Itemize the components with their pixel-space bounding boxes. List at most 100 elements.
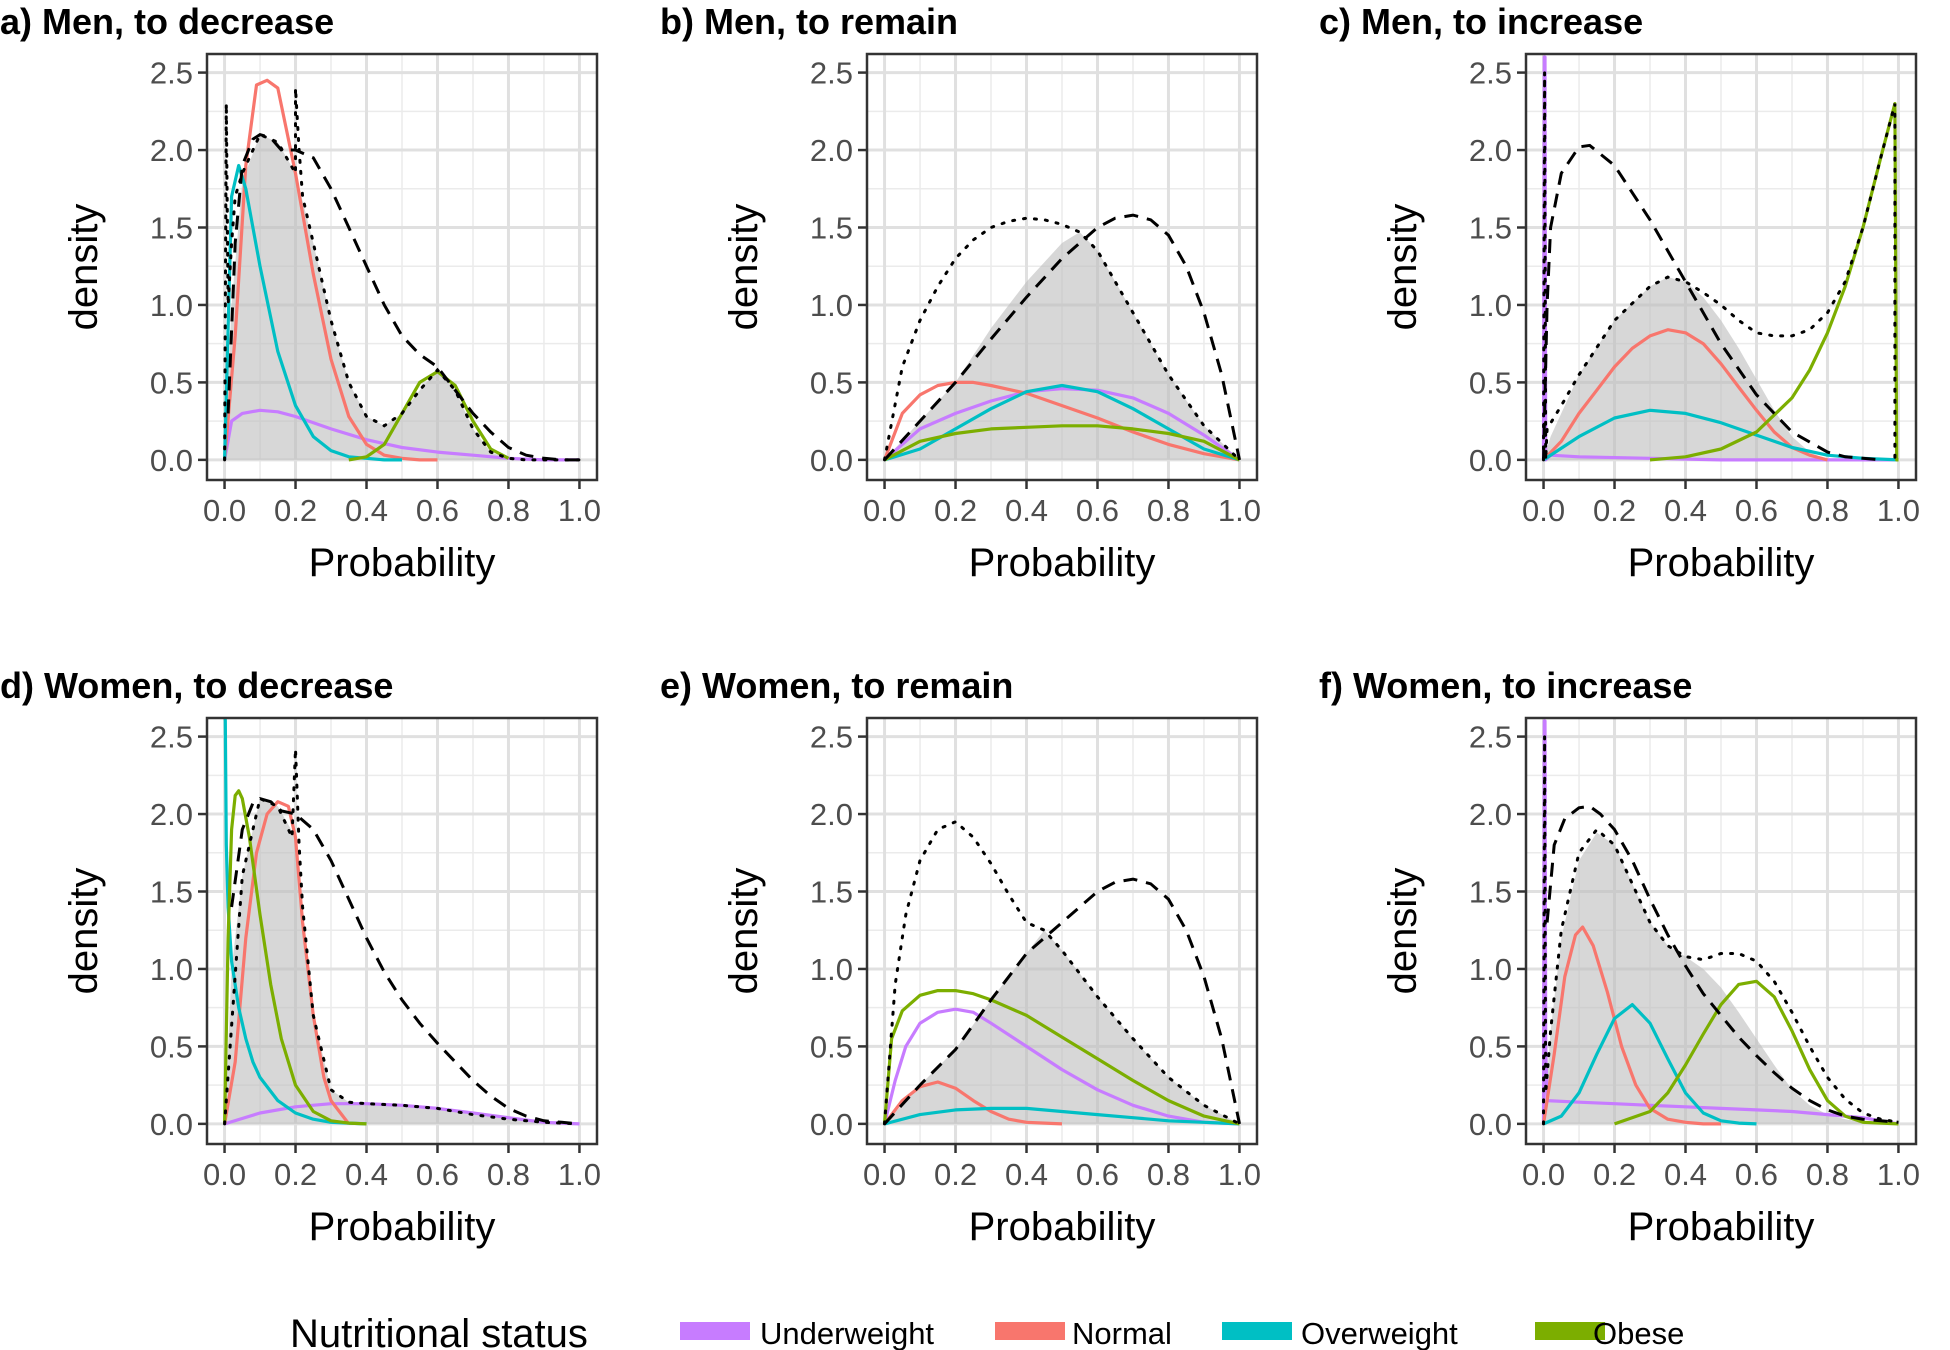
series-line-underweight (224, 1102, 580, 1126)
y-tick-label: 0.5 (150, 365, 193, 400)
y-tick-label: 2.0 (150, 797, 193, 832)
panel-border (1524, 716, 1918, 1146)
x-axis-title: Probability (309, 1205, 496, 1249)
y-axis-title: density (722, 868, 766, 995)
legend-key-obese (1535, 1322, 1605, 1340)
series-line-underweight (1541, 719, 1899, 1126)
y-tick-label: 2.5 (1469, 720, 1512, 755)
x-tick-label: 0.0 (203, 1157, 246, 1192)
panel-border (205, 52, 599, 482)
legend-label-normal: Normal (1072, 1316, 1172, 1350)
panel-border (205, 716, 599, 1146)
plot-area (883, 213, 1241, 462)
plot-area (882, 820, 1241, 1126)
x-axis-title: Probability (969, 541, 1156, 585)
x-tick-label: 0.0 (1522, 1157, 1565, 1192)
panel-border (865, 716, 1259, 1146)
y-tick-label: 2.5 (1469, 56, 1512, 91)
dashed-density-line (226, 132, 580, 462)
x-tick-label: 0.4 (1005, 1157, 1048, 1192)
legend-item-underweight: Underweight (680, 1316, 934, 1350)
series-line-normal (223, 78, 438, 462)
series-line-normal (223, 800, 351, 1125)
y-tick-label: 2.5 (150, 56, 193, 91)
x-tick-label: 0.2 (274, 1157, 317, 1192)
panel-4: d) Women, to decrease 0.0 0.2 0.4 0.6 0.8 1.0 0… (0, 665, 601, 1249)
x-axis-title: Probability (1628, 1205, 1815, 1249)
legend-label-obese: Obese (1593, 1316, 1684, 1350)
y-tick-label: 0.0 (810, 1107, 853, 1142)
y-tick-label: 0.0 (1469, 443, 1512, 478)
plot-area (223, 78, 581, 462)
x-tick-label: 0.8 (487, 1157, 530, 1192)
panel-6: f) Women, to increase 0.0 0.2 0.4 0.6 0.8 1.0 0… (1319, 665, 1920, 1249)
panel-title: a) Men, to decrease (0, 1, 334, 42)
y-tick-label: 1.0 (150, 288, 193, 323)
x-tick-label: 0.8 (487, 493, 530, 528)
dotted-density-line (883, 216, 1241, 462)
dashed-density-line (883, 877, 1241, 1125)
x-tick-label: 0.4 (345, 1157, 388, 1192)
panel-title: e) Women, to remain (660, 665, 1013, 706)
y-tick-label: 0.0 (810, 443, 853, 478)
x-tick-label: 0.4 (345, 493, 388, 528)
shaded-density-area (884, 930, 1240, 1124)
y-axis-title: density (1381, 868, 1425, 995)
x-tick-label: 0.0 (1522, 493, 1565, 528)
x-tick-label: 0.8 (1806, 1157, 1849, 1192)
y-tick-label: 2.5 (810, 720, 853, 755)
y-tick-label: 1.5 (810, 874, 853, 909)
x-tick-label: 0.8 (1147, 493, 1190, 528)
plot-area (1541, 719, 1900, 1126)
y-tick-label: 0.5 (1469, 365, 1512, 400)
y-axis-title: density (62, 868, 106, 995)
plot-area (1541, 55, 1900, 462)
y-tick-label: 1.5 (1469, 210, 1512, 245)
y-tick-label: 1.0 (810, 288, 853, 323)
panel-5: e) Women, to remain 0.0 0.2 0.4 0.6 0.8 1.0 0.0… (660, 665, 1261, 1249)
series-line-overweight (884, 1106, 1240, 1126)
dashed-density-line (1542, 143, 1881, 462)
y-tick-label: 2.0 (1469, 133, 1512, 168)
y-axis-title: density (62, 204, 106, 331)
dotted-density-line (1542, 72, 1900, 462)
y-tick-label: 0.0 (150, 1107, 193, 1142)
y-axis-title: density (1381, 204, 1425, 331)
y-tick-label: 2.5 (150, 720, 193, 755)
x-tick-label: 0.6 (416, 493, 459, 528)
shaded-density-area (1543, 832, 1899, 1124)
y-tick-label: 2.0 (1469, 797, 1512, 832)
x-tick-label: 0.6 (1735, 1157, 1778, 1192)
shaded-density-area (224, 798, 580, 1124)
legend-key-overweight (1222, 1322, 1292, 1340)
x-tick-label: 0.6 (1076, 1157, 1119, 1192)
y-tick-label: 2.0 (810, 797, 853, 832)
legend-items: Underweight Normal Overweight Obese (680, 1316, 1684, 1350)
x-axis-title: Probability (309, 541, 496, 585)
x-tick-label: 0.4 (1005, 493, 1048, 528)
y-tick-label: 1.5 (150, 874, 193, 909)
legend-item-normal: Normal (995, 1316, 1172, 1350)
x-tick-label: 1.0 (1877, 493, 1920, 528)
series-line-underweight (882, 1007, 1240, 1126)
y-tick-label: 1.5 (1469, 874, 1512, 909)
y-tick-label: 0.5 (1469, 1029, 1512, 1064)
y-tick-label: 2.0 (150, 133, 193, 168)
y-tick-label: 0.5 (150, 1029, 193, 1064)
legend-title: Nutritional status (290, 1312, 588, 1350)
x-tick-label: 0.8 (1147, 1157, 1190, 1192)
panel-title: f) Women, to increase (1319, 665, 1692, 706)
series-line-normal (883, 380, 1240, 462)
x-tick-label: 0.2 (934, 1157, 977, 1192)
legend-label-overweight: Overweight (1301, 1316, 1458, 1350)
legend-key-underweight (680, 1322, 750, 1340)
y-tick-label: 1.0 (1469, 952, 1512, 987)
series-line-overweight (223, 718, 367, 1126)
panels: a) Men, to decrease 0.0 0.2 0.4 0.6 0.8 1.0 0.0… (0, 1, 1920, 1249)
shaded-density-area (224, 134, 580, 460)
legend-item-obese: Obese (1535, 1316, 1684, 1350)
x-tick-label: 1.0 (558, 1157, 601, 1192)
panel-title: c) Men, to increase (1319, 1, 1643, 42)
legend-item-overweight: Overweight (1222, 1316, 1458, 1350)
